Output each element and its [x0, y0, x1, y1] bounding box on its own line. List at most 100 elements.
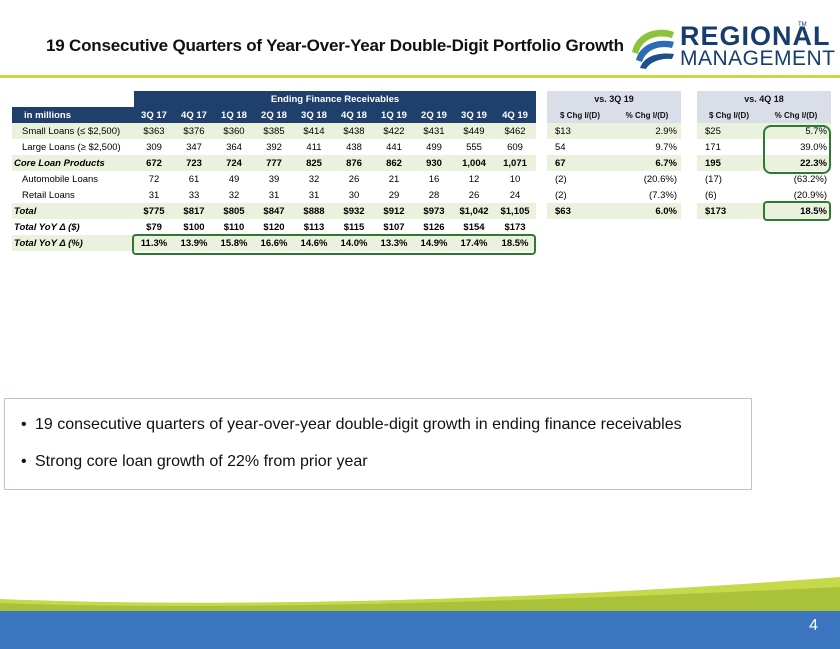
table-cell: $107 [374, 219, 414, 235]
table-cell: 13.9% [174, 235, 214, 251]
period-header: 4Q 18 [334, 107, 374, 123]
period-header: 3Q 18 [294, 107, 334, 123]
row-label: Total YoY Δ (%) [12, 235, 134, 251]
bullet-dot: • [21, 416, 27, 433]
logo-trademark: TM [798, 22, 807, 28]
logo-mark-icon [632, 29, 674, 69]
table-cell: $126 [414, 219, 454, 235]
dollar-change-cell: 171 [697, 139, 761, 155]
table-cell: $100 [174, 219, 214, 235]
table-cell: $431 [414, 123, 454, 139]
table-cell: 777 [254, 155, 294, 171]
table-cell: 26 [334, 171, 374, 187]
row-label: Core Loan Products [12, 155, 134, 171]
table-row: Total $775 $817 $805 $847 $888 $932 $912 $973 $1,… [12, 203, 537, 219]
table-cell: 10 [494, 171, 537, 187]
table-cell: 364 [214, 139, 254, 155]
percent-change-cell: (20.9%) [761, 187, 831, 203]
table-cell: 441 [374, 139, 414, 155]
table-cell: $449 [454, 123, 494, 139]
table-cell: 31 [294, 187, 334, 203]
row-label: Small Loans (≤ $2,500) [12, 123, 134, 139]
table-row: $13 2.9% [547, 123, 681, 139]
period-header: 3Q 19 [454, 107, 494, 123]
page-title: 19 Consecutive Quarters of Year-Over-Yea… [46, 36, 624, 55]
table-cell: $376 [174, 123, 214, 139]
large-loan-growth-highlight [763, 125, 831, 174]
table-cell: 39 [254, 171, 294, 187]
period-header: 4Q 17 [174, 107, 214, 123]
dollar-change-cell: (2) [547, 187, 613, 203]
unit-label: in millions [12, 107, 134, 123]
table-cell: 21 [374, 171, 414, 187]
table-cell: 31 [254, 187, 294, 203]
table-cell: 61 [174, 171, 214, 187]
table-cell: 16.6% [254, 235, 294, 251]
table-cell: 18.5% [494, 235, 537, 251]
table-cell: 825 [294, 155, 334, 171]
dollar-change-cell: 195 [697, 155, 761, 171]
dollar-change-cell: $25 [697, 123, 761, 139]
period-header: 1Q 19 [374, 107, 414, 123]
footer-swoosh [0, 577, 840, 613]
table-cell: 31 [134, 187, 174, 203]
key-points-box: • 19 consecutive quarters of year-over-ye… [4, 398, 752, 490]
table-cell: $888 [294, 203, 334, 219]
table-cell: 12 [454, 171, 494, 187]
table-cell: 24 [494, 187, 537, 203]
dollar-change-cell: 54 [547, 139, 613, 155]
row-label: Large Loans (≥ $2,500) [12, 139, 134, 155]
dollar-change-cell: $173 [697, 203, 761, 219]
table-cell: 32 [294, 171, 334, 187]
table-cell: 309 [134, 139, 174, 155]
yoy-pct-highlight [132, 234, 536, 255]
bullet-item: • Strong core loan growth of 22% from pri… [21, 453, 368, 471]
vs-3q19-band-header: vs. 3Q 19 [547, 91, 681, 107]
dollar-change-cell: $63 [547, 203, 613, 219]
table-row: 54 9.7% [547, 139, 681, 155]
regional-management-logo: REGIONAL TM MANAGEMENT [628, 20, 835, 70]
table-cell: 49 [214, 171, 254, 187]
table-cell: $438 [334, 123, 374, 139]
table-cell: $110 [214, 219, 254, 235]
table-row: Total YoY Δ ($) $79 $100 $110 $120 $113 $115 $1… [12, 219, 537, 235]
table-cell: 392 [254, 139, 294, 155]
row-label: Total [12, 203, 134, 219]
table-cell: $154 [454, 219, 494, 235]
page-number: 4 [809, 617, 818, 634]
title-divider [0, 75, 840, 78]
table-cell: $385 [254, 123, 294, 139]
row-label: Automobile Loans [12, 171, 134, 187]
table-cell: $115 [334, 219, 374, 235]
table-cell: 1,004 [454, 155, 494, 171]
table-cell: 16 [414, 171, 454, 187]
table-cell: $462 [494, 123, 537, 139]
period-header: 2Q 19 [414, 107, 454, 123]
table-row: (6) (20.9%) [697, 187, 831, 203]
table-cell: 609 [494, 139, 537, 155]
row-label: Retail Loans [12, 187, 134, 203]
table-cell: $1,105 [494, 203, 537, 219]
table-cell: 930 [414, 155, 454, 171]
table-row: Automobile Loans 72 61 49 39 32 26 21 16 12 10 [12, 171, 537, 187]
period-header: 1Q 18 [214, 107, 254, 123]
table-cell: $932 [334, 203, 374, 219]
table-cell: 14.0% [334, 235, 374, 251]
table-cell: 876 [334, 155, 374, 171]
table-cell: 723 [174, 155, 214, 171]
table-cell: $805 [214, 203, 254, 219]
table-cell: 14.6% [294, 235, 334, 251]
table-cell: $360 [214, 123, 254, 139]
vs-3q19-dollar-header: $ Chg I/(D) [547, 107, 613, 123]
table-cell: $1,042 [454, 203, 494, 219]
dollar-change-cell: (17) [697, 171, 761, 187]
table-cell: $363 [134, 123, 174, 139]
table-row: Small Loans (≤ $2,500) $363 $376 $360 $385 $4… [12, 123, 537, 139]
percent-change-cell: (63.2%) [761, 171, 831, 187]
table-row: Total YoY Δ (%) 11.3% 13.9% 15.8% 16.6% 14.6%… [12, 235, 537, 251]
vs-3q19-table: vs. 3Q 19 $ Chg I/(D) % Chg I/(D) $13 2.9… [547, 91, 681, 219]
table-cell: $120 [254, 219, 294, 235]
percent-change-cell: 6.0% [613, 203, 681, 219]
table-cell: 13.3% [374, 235, 414, 251]
table-cell: $973 [414, 203, 454, 219]
